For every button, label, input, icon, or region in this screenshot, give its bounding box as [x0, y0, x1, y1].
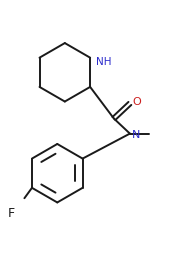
Text: NH: NH	[96, 57, 112, 67]
Text: O: O	[133, 97, 142, 106]
Text: N: N	[132, 130, 140, 139]
Text: F: F	[8, 207, 15, 220]
